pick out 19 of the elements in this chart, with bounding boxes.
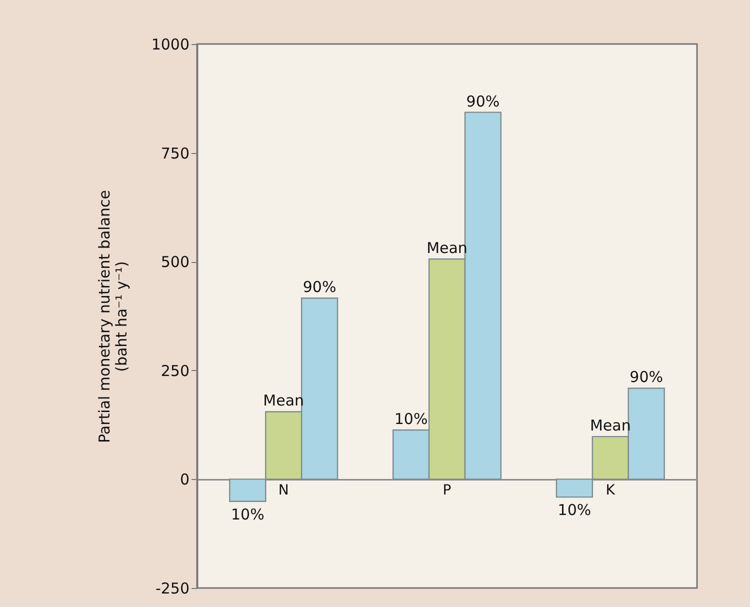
y-tick-label: 750 (160, 144, 190, 162)
y-tick-label: -250 (155, 580, 190, 598)
text: 10% (230, 505, 264, 524)
y-tick-label: 0 (180, 470, 190, 489)
x-tick-label: P (442, 482, 452, 499)
x-tick-label: N (278, 482, 289, 499)
series-label: Mean (263, 392, 304, 410)
text: 10% (558, 501, 592, 520)
text: 90% (466, 92, 500, 110)
y-axis-title: Partial monetary nutrient balance (baht ha⁻¹ y⁻¹) (95, 190, 130, 443)
x-tick-label: K (606, 482, 616, 499)
series-label: 10% (394, 410, 428, 428)
text: Mean (426, 238, 468, 257)
text: 90% (630, 368, 664, 386)
y-tick-label: 500 (160, 253, 190, 272)
series-label: 90% (302, 278, 336, 296)
y-tick-label: 250 (160, 362, 190, 380)
y-tick-label: 1000 (151, 36, 190, 54)
text: Mean (590, 416, 631, 435)
